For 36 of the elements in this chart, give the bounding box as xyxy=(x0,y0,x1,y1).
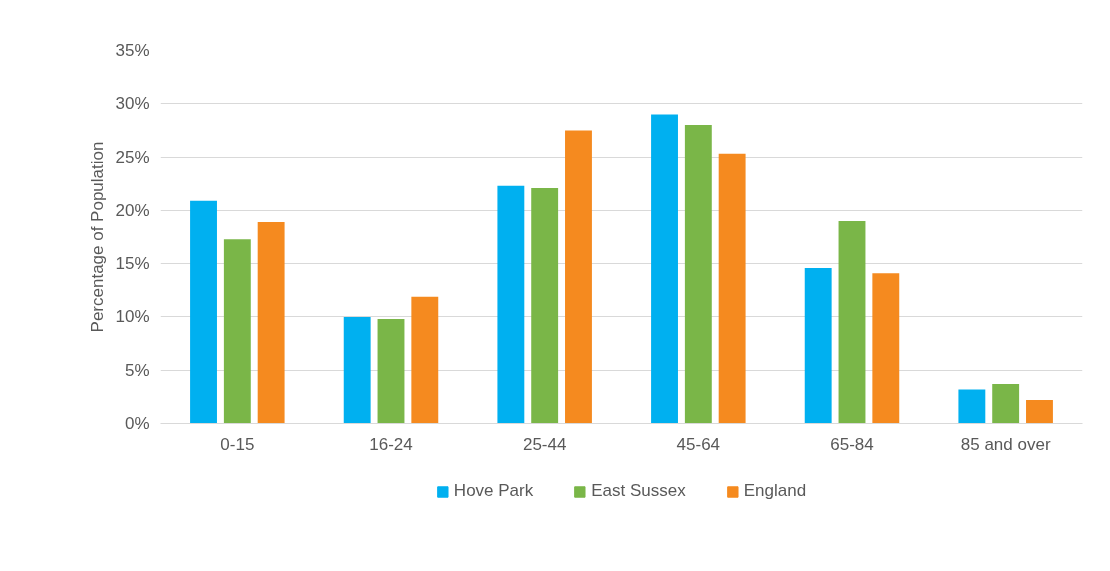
x-tick-label: 85 and over xyxy=(960,434,1051,454)
y-tick-label: 5% xyxy=(124,360,150,380)
bar xyxy=(958,389,986,424)
y-tick-label: 25% xyxy=(115,147,150,167)
bar xyxy=(257,222,285,424)
bar xyxy=(838,221,866,424)
y-tick-label: 10% xyxy=(115,307,150,327)
bar xyxy=(531,187,559,424)
y-tick-label: 30% xyxy=(115,94,150,114)
bar xyxy=(497,185,525,424)
bar xyxy=(872,273,900,424)
bar xyxy=(992,384,1020,424)
x-tick-label: 16-24 xyxy=(369,434,413,454)
bar xyxy=(411,296,439,424)
legend-label: England xyxy=(743,481,807,501)
bar xyxy=(190,200,217,424)
y-tick-label: 35% xyxy=(115,41,150,60)
bar xyxy=(377,319,405,424)
legend-label: East Sussex xyxy=(591,481,686,501)
bar xyxy=(651,114,678,424)
bar xyxy=(223,239,251,424)
x-tick-label: 25-44 xyxy=(522,434,567,454)
bar xyxy=(718,153,746,424)
x-tick-label: 65-84 xyxy=(830,434,874,454)
bar xyxy=(565,130,592,424)
legend-label: Hove Park xyxy=(453,481,534,501)
bar xyxy=(684,125,712,424)
x-tick-label: 0-15 xyxy=(220,434,255,454)
y-tick-label: 0% xyxy=(124,414,150,433)
bar xyxy=(343,316,371,424)
y-tick-label: 15% xyxy=(115,254,150,274)
x-tick-label: 45-64 xyxy=(676,434,721,454)
bar xyxy=(804,267,832,424)
y-axis-title: Percentage of Population xyxy=(88,141,108,333)
bar xyxy=(1026,400,1053,424)
y-tick-label: 20% xyxy=(115,200,150,220)
